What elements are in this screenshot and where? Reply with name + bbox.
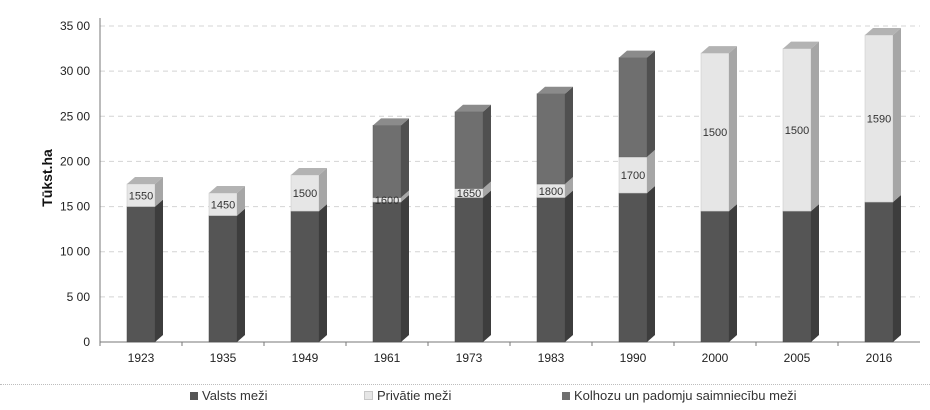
bar-segment-side <box>893 28 901 203</box>
bar-segment-side <box>319 204 327 342</box>
y-tick-label: 25 00 <box>60 109 90 123</box>
data-label: 1700 <box>621 170 645 182</box>
y-tick-label: 0 <box>83 335 90 349</box>
bar-segment <box>618 192 648 343</box>
bar-segment-side <box>401 195 409 342</box>
x-tick-label: 1983 <box>538 351 565 365</box>
bar-top-face <box>619 50 655 58</box>
bar-segment <box>372 125 402 198</box>
bar-segment <box>618 57 648 158</box>
x-tick-label: 1949 <box>292 351 319 365</box>
bar-segment-side <box>647 149 655 194</box>
y-tick-label: 10 00 <box>60 245 90 259</box>
y-tick-label: 20 00 <box>60 154 90 168</box>
legend-label-kolhozu: Kolhozu un padomju saimniecību meži <box>574 388 797 403</box>
bar-segment-side <box>155 199 163 342</box>
y-tick-label: 15 00 <box>60 200 90 214</box>
bar-top-face <box>373 118 409 126</box>
bar-top-face <box>291 167 327 175</box>
data-label: 1600 <box>375 195 399 207</box>
legend-swatch-kolhozu <box>562 392 570 400</box>
legend-item-valsts-mezi: Valsts meži <box>190 388 268 403</box>
bar-segment-side <box>483 190 491 342</box>
legend-item-privatie-mezi: Privātie meži <box>364 388 451 403</box>
bar-segment-side <box>893 195 901 342</box>
bar-top-face <box>455 104 491 112</box>
bar-top-face <box>865 28 901 36</box>
chart-legend: Valsts meži Privātie meži Kolhozu un pad… <box>0 384 930 408</box>
bar-segment-side <box>811 41 819 212</box>
bar-segment-side <box>155 177 163 207</box>
data-label: 1500 <box>293 188 317 200</box>
y-tick-label: 35 00 <box>60 19 90 33</box>
bar-segment <box>536 197 566 343</box>
data-label: 1650 <box>457 188 481 200</box>
bar-segment-side <box>811 204 819 342</box>
bar-segment <box>454 197 484 343</box>
legend-item-kolhozu-mezi: Kolhozu un padomju saimniecību meži <box>562 388 797 403</box>
bar-segment <box>290 174 320 212</box>
data-label: 1500 <box>785 125 809 137</box>
bar-segment <box>536 93 566 185</box>
bar-segment-side <box>565 177 573 198</box>
data-label: 1500 <box>703 127 727 139</box>
bar-segment <box>372 201 402 343</box>
y-tick-label: 5 00 <box>67 290 91 304</box>
x-tick-label: 1935 <box>210 351 237 365</box>
legend-divider <box>0 384 930 385</box>
y-tick-label: 30 00 <box>60 64 90 78</box>
legend-swatch-valsts <box>190 392 198 400</box>
bar-top-face <box>783 41 819 49</box>
legend-label-valsts: Valsts meži <box>202 388 268 403</box>
bar-segment-side <box>483 104 491 189</box>
bar-segment <box>782 210 812 343</box>
y-axis-title: Tūkst.ha <box>39 149 55 207</box>
bar-segment <box>864 201 894 343</box>
x-tick-label: 2016 <box>866 351 893 365</box>
bar-segment-side <box>565 86 573 184</box>
bar-segment-side <box>565 190 573 342</box>
data-label: 1800 <box>539 186 563 198</box>
x-tick-label: 2005 <box>784 351 811 365</box>
bar-top-face <box>209 186 245 194</box>
legend-swatch-privatie <box>364 391 373 400</box>
bar-segment <box>126 206 156 343</box>
x-tick-label: 1961 <box>374 351 401 365</box>
bar-segment <box>208 215 238 343</box>
bar-segment <box>782 48 812 212</box>
bar-top-face <box>127 177 163 184</box>
bar-segment-side <box>729 46 737 212</box>
bar-segment-side <box>401 118 409 198</box>
bar-top-face <box>537 86 573 94</box>
bar-segment-side <box>237 186 245 216</box>
bar-segment-side <box>647 186 655 342</box>
bar-segment <box>290 210 320 343</box>
bar-segment <box>618 156 648 194</box>
bar-segment-side <box>401 190 409 203</box>
x-tick-label: 1990 <box>620 351 647 365</box>
bar-segment <box>454 111 484 189</box>
data-label: 1550 <box>129 190 153 202</box>
bar-segment-side <box>237 208 245 342</box>
bar-top-face <box>701 46 737 54</box>
bar-segment-side <box>319 167 327 212</box>
legend-label-privatie: Privātie meži <box>377 388 452 403</box>
x-tick-label: 1923 <box>128 351 155 365</box>
x-tick-label: 1973 <box>456 351 483 365</box>
bar-segment-side <box>729 204 737 342</box>
stacked-bar-chart: 0 5 00 10 00 15 00 20 00 25 00 30 00 35 00 Tūkst… <box>39 18 920 365</box>
x-tick-label: 2000 <box>702 351 729 365</box>
bar-segment-side <box>483 181 491 198</box>
bar-segment-side <box>647 50 655 157</box>
data-label: 1450 <box>211 199 235 211</box>
data-label: 1590 <box>867 114 891 126</box>
bar-segment <box>700 210 730 343</box>
